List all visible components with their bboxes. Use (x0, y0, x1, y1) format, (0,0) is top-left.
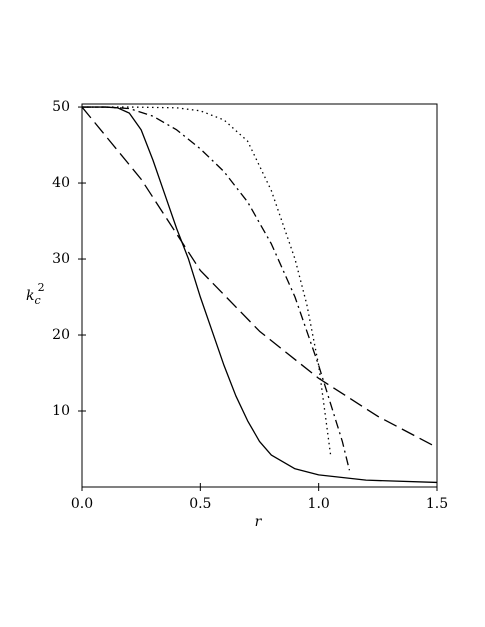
y-label-sup: 2 (38, 281, 45, 294)
line-series (82, 106, 351, 471)
y-tick-label: 10 (52, 403, 70, 419)
x-axis-label: r (255, 514, 263, 530)
x-tick-label: 0.0 (71, 496, 93, 512)
y-axis-label: kc2 (26, 281, 45, 307)
plot-frame (81, 103, 438, 488)
y-label-base: k (26, 288, 34, 304)
y-tick-label: 50 (52, 99, 70, 115)
y-label-sub: c (34, 294, 40, 307)
line-series (81, 106, 438, 449)
y-tick-label: 40 (52, 175, 70, 191)
line-series (82, 106, 332, 455)
y-tick-label: 30 (52, 251, 70, 267)
line-series (82, 106, 438, 484)
x-tick-label: 1.5 (426, 496, 448, 512)
x-tick-label: 0.5 (189, 496, 211, 512)
y-tick-label: 20 (52, 327, 70, 343)
x-tick-label: 1.0 (308, 496, 330, 512)
